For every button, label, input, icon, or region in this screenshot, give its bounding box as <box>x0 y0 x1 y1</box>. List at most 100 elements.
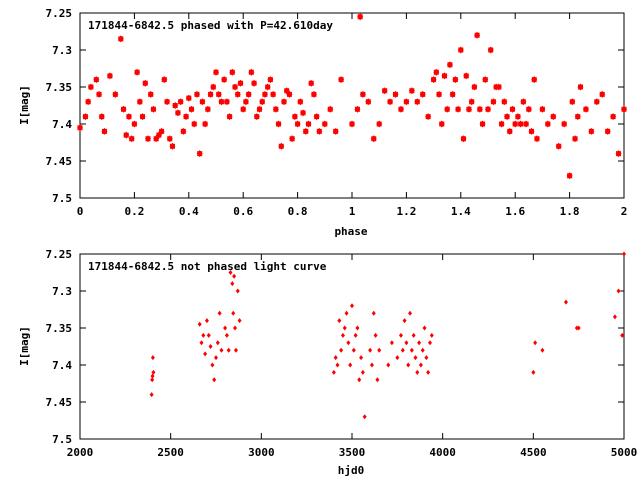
data-point <box>150 377 155 383</box>
data-point <box>588 127 595 135</box>
data-point <box>221 76 228 84</box>
data-point <box>145 135 151 143</box>
phased-points <box>77 13 627 180</box>
data-point <box>433 68 440 76</box>
data-point <box>338 76 345 84</box>
data-point <box>418 362 423 368</box>
data-point <box>218 98 225 106</box>
data-point <box>349 120 355 128</box>
x-tick-label: 5000 <box>611 446 638 459</box>
data-point <box>219 347 224 353</box>
data-point <box>359 90 366 98</box>
data-point <box>400 347 405 353</box>
data-point <box>402 318 407 324</box>
data-point <box>533 340 538 346</box>
data-point <box>474 31 481 39</box>
data-point <box>350 303 354 309</box>
data-point <box>226 113 233 121</box>
x-tick-label: 1.4 <box>451 205 471 218</box>
x-tick-label: 0 <box>77 205 84 218</box>
data-point <box>240 105 247 113</box>
data-point <box>335 362 340 368</box>
data-point <box>351 347 356 353</box>
x-tick-label: 3500 <box>339 446 366 459</box>
unphased-ticks: 2000 2500 3000 3500 4000 4500 5000 7.25 7.3 7.35 7… <box>46 248 638 459</box>
data-point <box>158 127 165 135</box>
data-point <box>77 124 83 132</box>
data-point <box>463 72 470 80</box>
data-point <box>327 105 334 113</box>
data-point <box>286 90 293 98</box>
data-point <box>501 98 508 106</box>
data-point <box>398 332 403 338</box>
data-point <box>294 120 301 128</box>
data-point <box>495 83 502 91</box>
data-point <box>188 105 195 113</box>
data-point <box>201 332 206 338</box>
phased-plot-title: 171844-6842.5 phased with P=42.610day <box>88 19 333 32</box>
data-point <box>232 83 239 91</box>
data-point <box>425 113 432 121</box>
data-point <box>455 105 462 113</box>
data-point <box>544 120 551 128</box>
data-point <box>348 362 353 368</box>
data-point <box>550 113 557 121</box>
data-point <box>139 113 146 121</box>
data-point <box>422 325 427 331</box>
data-point <box>233 347 238 353</box>
data-point <box>174 109 181 117</box>
data-point <box>355 325 360 331</box>
data-point <box>479 120 486 128</box>
data-point <box>223 98 230 106</box>
data-point <box>193 90 200 98</box>
data-point <box>164 98 171 106</box>
data-point <box>231 310 236 316</box>
data-point <box>392 90 399 98</box>
data-point <box>267 76 274 84</box>
data-point <box>403 98 410 106</box>
data-point <box>183 113 190 121</box>
data-point <box>506 127 513 135</box>
data-point <box>339 347 344 353</box>
data-point <box>125 113 132 121</box>
data-point <box>112 90 119 98</box>
data-point <box>490 98 497 106</box>
data-point <box>381 87 388 95</box>
data-point <box>371 310 376 316</box>
data-point <box>520 98 527 106</box>
x-tick-label: 3000 <box>248 446 275 459</box>
data-point <box>321 120 328 128</box>
data-point <box>572 135 579 143</box>
data-point <box>438 120 445 128</box>
data-point <box>180 127 187 135</box>
data-point <box>566 172 573 180</box>
data-point <box>482 76 489 84</box>
x-tick-label: 4000 <box>429 446 456 459</box>
data-point <box>128 135 135 143</box>
data-point <box>344 310 349 316</box>
data-point <box>93 76 100 84</box>
data-point <box>610 113 617 121</box>
x-tick-label: 1 <box>349 205 356 218</box>
data-point <box>389 340 394 346</box>
data-point <box>430 76 437 84</box>
data-point <box>460 135 467 143</box>
data-point <box>354 105 361 113</box>
data-point <box>289 135 296 143</box>
data-point <box>217 310 222 316</box>
data-point <box>161 76 168 84</box>
data-point <box>377 347 382 353</box>
data-point <box>353 332 358 338</box>
data-point <box>300 109 307 117</box>
data-point <box>509 105 516 113</box>
data-point <box>226 347 231 353</box>
unphased-plot: 171844-6842.5 not phased light curve hjd… <box>18 248 637 477</box>
data-point <box>604 127 611 135</box>
data-point <box>264 83 271 91</box>
data-point <box>197 321 202 327</box>
unphased-plot-frame <box>79 253 625 440</box>
data-point <box>150 373 155 379</box>
data-point <box>373 332 378 338</box>
data-point <box>468 98 475 106</box>
x-tick-label: 0.8 <box>288 205 308 218</box>
